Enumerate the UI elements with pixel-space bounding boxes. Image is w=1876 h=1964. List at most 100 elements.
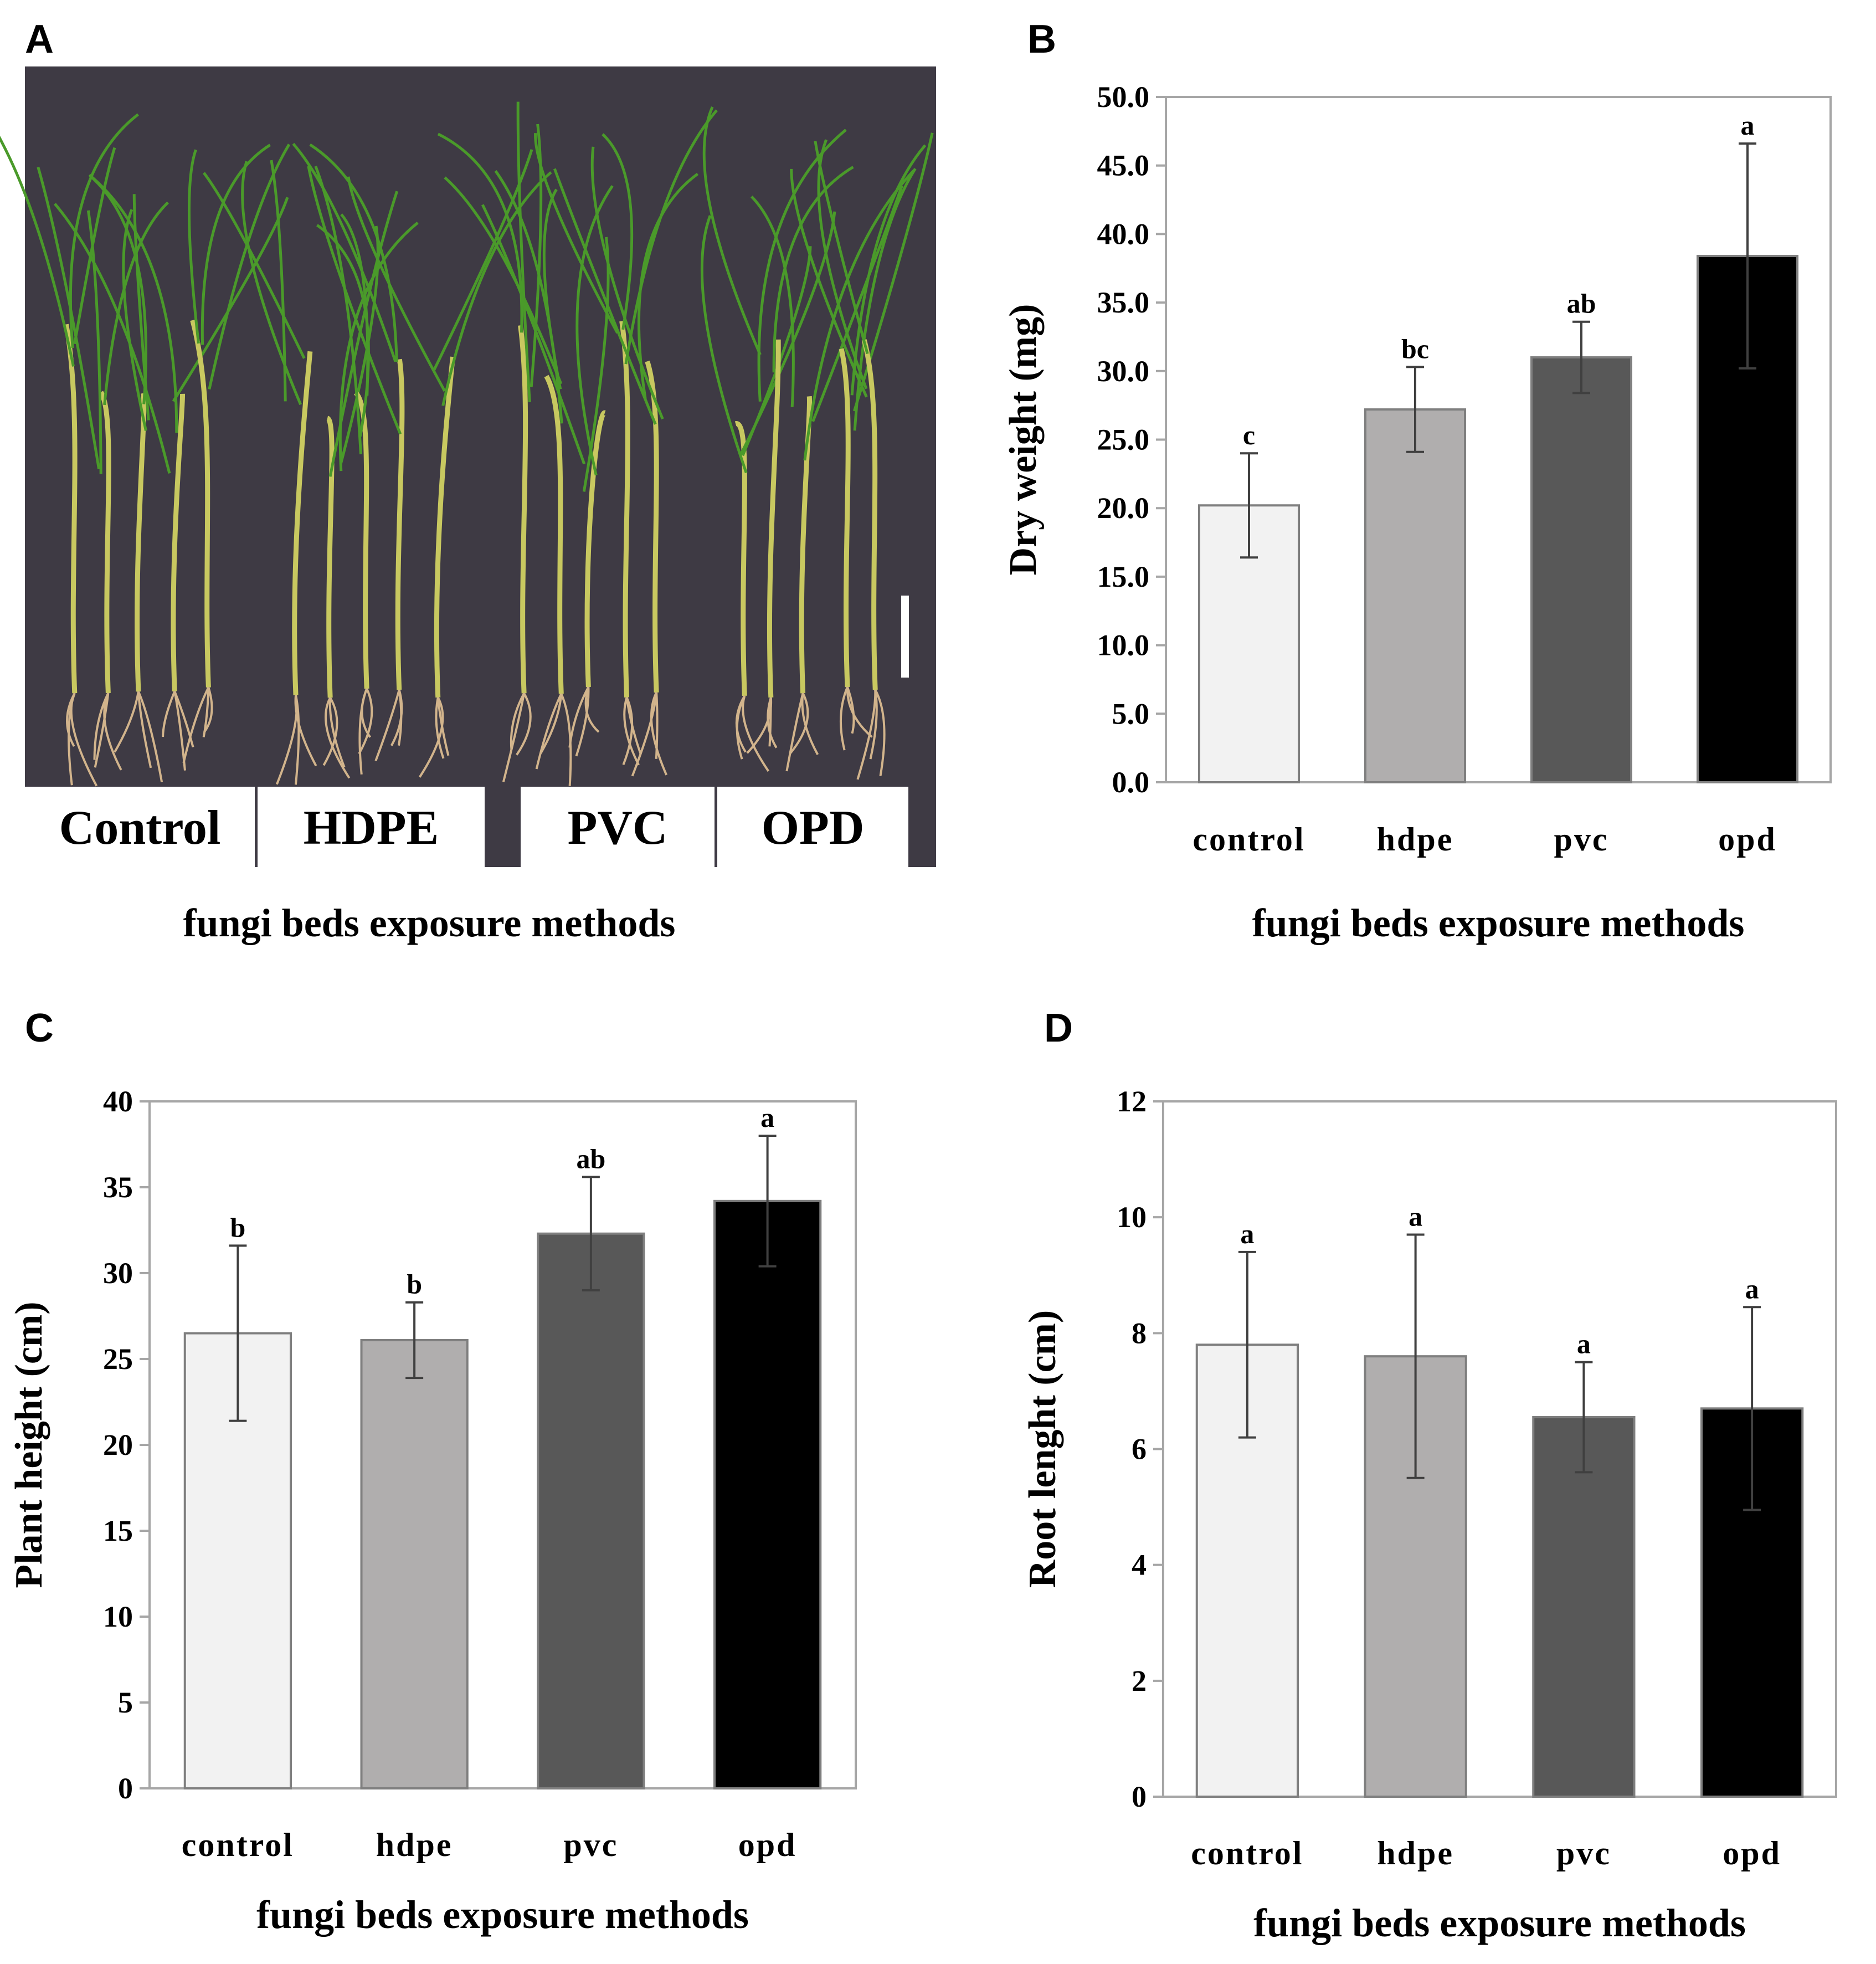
seedling-leaf [814,141,869,355]
seedling-stem [619,321,630,698]
seedling-root [502,693,526,782]
seedling-stem [190,319,211,688]
seedling-leaf [444,176,563,384]
seedling-root [322,697,338,766]
seedling-stem [839,348,851,688]
seedling-stem [353,391,369,689]
seedling-root [361,688,371,738]
seedling-stem [292,351,313,695]
panel-letter-c: C [25,1006,54,1050]
significance-label: a [760,1102,774,1133]
seedling-leaf [89,175,147,404]
y-tick-label: 15.0 [1097,560,1150,593]
group-label-box [717,787,908,867]
x-axis-title: fungi beds exposure methods [1253,1901,1746,1945]
seedling-leaf [203,172,306,359]
seedling-root [650,692,668,776]
seedling-root [789,693,809,754]
seedling-root [874,689,886,776]
y-tick-label: 30.0 [1097,355,1150,388]
panel-letter-a: A [25,17,54,61]
seedling-leaf [481,204,586,465]
y-axis-title: Root lenght (cm) [1021,1310,1064,1588]
scale-bar [901,596,909,678]
seedling-leaf [751,195,795,407]
seedling-leaf [208,143,291,390]
x-tick-label-hdpe: hdpe [1377,821,1454,858]
seedling-root [622,697,634,766]
root-length-chart: 0 2 4 6 8 10 12 a control a hdpe a pvc a opd fungi beds… [1021,1085,1837,1945]
seedling-leaf [817,139,868,389]
y-tick-label: 5 [118,1686,133,1719]
seedling-leaf [638,172,699,399]
y-tick-label: 8 [1132,1316,1147,1350]
seedling-stem [767,339,781,698]
seedling-leaf [88,173,178,433]
seedling-stem [326,416,335,698]
seedling-leaf [441,171,552,406]
bar-pvc [537,1232,645,1789]
seedling-stem [544,375,564,694]
seedling-leaf [553,168,657,425]
seedling-root [539,694,563,754]
seedling-leaf [270,160,287,402]
y-tick-label: 5.0 [1112,697,1150,730]
significance-label: ab [1567,288,1596,319]
y-tick-label: 40.0 [1097,217,1150,250]
seedling-root [93,693,110,760]
seedling-leaf [339,225,379,465]
y-tick-label: 10 [103,1600,133,1633]
y-tick-label: 0.0 [1112,766,1150,799]
seedling-leaf [530,124,543,387]
group-label-control: Control [59,801,221,855]
seedling-leaf [602,133,634,330]
seedling-root [114,691,140,753]
bar-hdpe [360,1339,469,1789]
seedling-stem [734,421,747,696]
significance-label: b [407,1269,422,1300]
seedling-root [767,697,778,748]
seedling-leaf [803,170,915,461]
y-tick-label: 12 [1117,1085,1147,1118]
seedling-root [768,697,772,747]
y-tick-label: 25 [103,1342,133,1376]
seedling-leaf [201,143,271,345]
seedling-root [137,691,163,783]
group-label-opd: OPD [762,801,865,855]
seedling-stem [395,358,405,690]
seedling-stem [518,325,528,694]
seedling-stem [861,339,878,690]
y-tick-label: 40 [103,1085,133,1118]
significance-label: ab [576,1143,605,1174]
y-tick-label: 0 [1132,1780,1147,1813]
seedling-leaf [292,142,397,362]
seedling-root [203,687,213,733]
seedling-root [856,689,877,780]
significance-label: c [1243,419,1255,450]
seedling-root [182,686,210,763]
seedling-stem [434,356,455,698]
seedling-root [328,698,346,768]
y-tick-label: 50.0 [1097,80,1150,114]
seedling-root [324,697,351,779]
seedling-root [801,693,819,755]
y-tick-label: 45.0 [1097,149,1150,182]
x-tick-label-opd: opd [1723,1835,1781,1871]
x-tick-label-pvc: pvc [563,1827,618,1863]
seedling-root [516,693,532,756]
seedling-root [202,687,210,737]
dry-weight-chart: 0.0 5.0 10.0 15.0 20.0 25.0 30.0 35.0 40.0 45.0 50… [1002,80,1832,945]
seedling-photo: Control HDPE PVC OPD [0,66,936,867]
seedling-leaf [534,133,619,334]
x-axis-title: fungi beds exposure methods [256,1893,749,1937]
x-tick-label-control: control [1191,1835,1303,1871]
x-tick-label-control: control [182,1827,294,1863]
plant-height-chart: 0 5 10 15 20 25 30 35 40 b control b hdpe ab pvc a opd fu… [8,1085,857,1937]
seedling-leaf [241,161,302,406]
seedling-leaf [702,106,762,356]
seedling-leaf [772,166,854,373]
bar-control [1195,1343,1299,1798]
seedling-leaf [54,203,171,474]
seedling-leaf [516,101,531,403]
group-label-box [521,787,715,867]
